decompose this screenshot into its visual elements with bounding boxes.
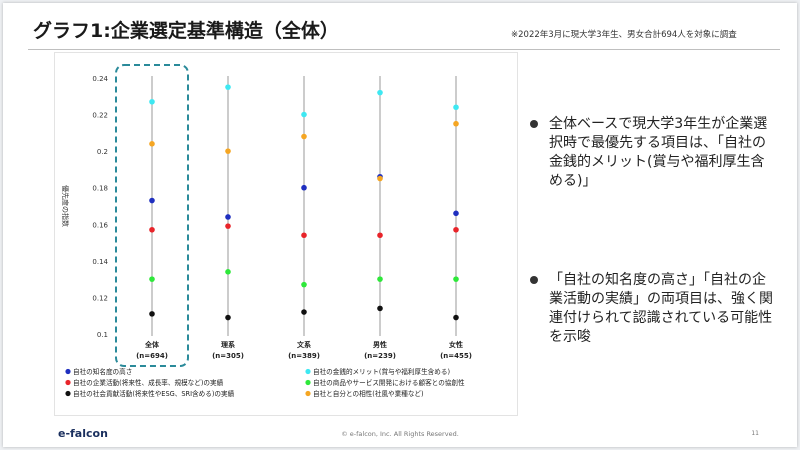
data-point xyxy=(225,223,231,229)
data-point xyxy=(377,276,383,282)
legend-marker xyxy=(65,379,71,386)
page-title: グラフ1:企業選定基準構造（全体） xyxy=(33,20,339,42)
data-point xyxy=(453,314,459,321)
copyright-text: © e-falcon, Inc. All Rights Reserved. xyxy=(341,430,459,438)
legend-label: 自社の企業活動(将来性、成長率、規模など)の実績 xyxy=(73,378,224,387)
legend-label: 自社の金銭的メリット(賞与や福利厚生含める) xyxy=(313,367,450,376)
legend-marker xyxy=(305,379,311,386)
category-label: 全体 xyxy=(144,340,160,349)
y-tick-label: 0.16 xyxy=(92,221,108,229)
y-tick-label: 0.24 xyxy=(92,75,108,83)
y-tick-label: 0.2 xyxy=(97,148,108,156)
bullet-item: 「自社の知名度の高さ」「自社の企業活動の実績」の両項目は、強く関連付けられて認識… xyxy=(527,271,777,347)
data-point xyxy=(301,281,307,288)
category-n-label: (n=694) xyxy=(136,352,168,360)
category-label: 文系 xyxy=(297,340,311,349)
y-axis-title: 優先度の指数 xyxy=(61,185,70,227)
category-n-label: (n=389) xyxy=(288,352,320,360)
data-point xyxy=(225,269,231,275)
data-point xyxy=(225,84,231,90)
bullet-list: 全体ベースで現大学3年生が企業選択時で最優先する項目は、「自社の金銭的メリット(… xyxy=(527,115,777,427)
data-point xyxy=(301,184,307,191)
y-tick-label: 0.18 xyxy=(92,185,108,193)
category-label: 理系 xyxy=(221,340,235,349)
category-n-label: (n=305) xyxy=(212,352,244,360)
legend-label: 自社の知名度の高さ xyxy=(73,367,132,376)
data-point xyxy=(377,305,383,312)
y-tick-label: 0.1 xyxy=(97,331,108,339)
data-point xyxy=(301,111,307,118)
data-point xyxy=(149,226,155,233)
data-point xyxy=(453,226,459,233)
data-point xyxy=(377,175,383,182)
y-tick-label: 0.14 xyxy=(92,258,108,266)
y-tick-label: 0.12 xyxy=(92,294,108,302)
legend-marker xyxy=(65,390,71,397)
brand-logo: e-falcon xyxy=(58,427,108,440)
data-point xyxy=(149,98,155,105)
data-point xyxy=(149,197,155,204)
data-point xyxy=(377,89,383,96)
chart-frame xyxy=(54,52,518,416)
legend-label: 自社と自分との相性(社風や業種など) xyxy=(313,389,424,398)
data-point xyxy=(149,276,155,282)
data-point xyxy=(453,276,459,282)
data-point xyxy=(377,232,383,239)
data-point xyxy=(453,210,459,217)
category-n-label: (n=455) xyxy=(440,352,472,360)
data-point xyxy=(453,120,459,127)
bullet-item: 全体ベースで現大学3年生が企業選択時で最優先する項目は、「自社の金銭的メリット(… xyxy=(527,115,777,191)
category-label: 女性 xyxy=(449,340,463,349)
slide: グラフ1:企業選定基準構造（全体） ※2022年3月に現大学3年生、男女合計69… xyxy=(3,3,797,447)
highlight-box xyxy=(115,64,189,367)
page-number: 11 xyxy=(751,430,759,437)
legend-label: 自社の商品やサービス開発における顧客との協創性 xyxy=(313,378,465,387)
data-point xyxy=(453,104,459,111)
legend-marker xyxy=(65,368,71,375)
title-divider xyxy=(28,49,780,50)
survey-note: ※2022年3月に現大学3年生、男女合計694人を対象に調査 xyxy=(511,30,737,40)
legend-label: 自社の社会貢献活動(将来性やESG、SRI含める)の実績 xyxy=(73,389,235,398)
data-point xyxy=(225,214,231,220)
data-point xyxy=(225,314,231,321)
category-n-label: (n=239) xyxy=(364,352,396,360)
legend-marker xyxy=(305,368,311,375)
data-point xyxy=(225,148,231,154)
data-point xyxy=(149,141,155,147)
y-tick-label: 0.22 xyxy=(92,112,108,120)
legend-marker xyxy=(305,390,311,397)
category-label: 男性 xyxy=(373,340,387,349)
data-point xyxy=(301,232,307,239)
data-point xyxy=(301,133,307,140)
data-point xyxy=(149,311,155,317)
data-point xyxy=(301,309,307,315)
